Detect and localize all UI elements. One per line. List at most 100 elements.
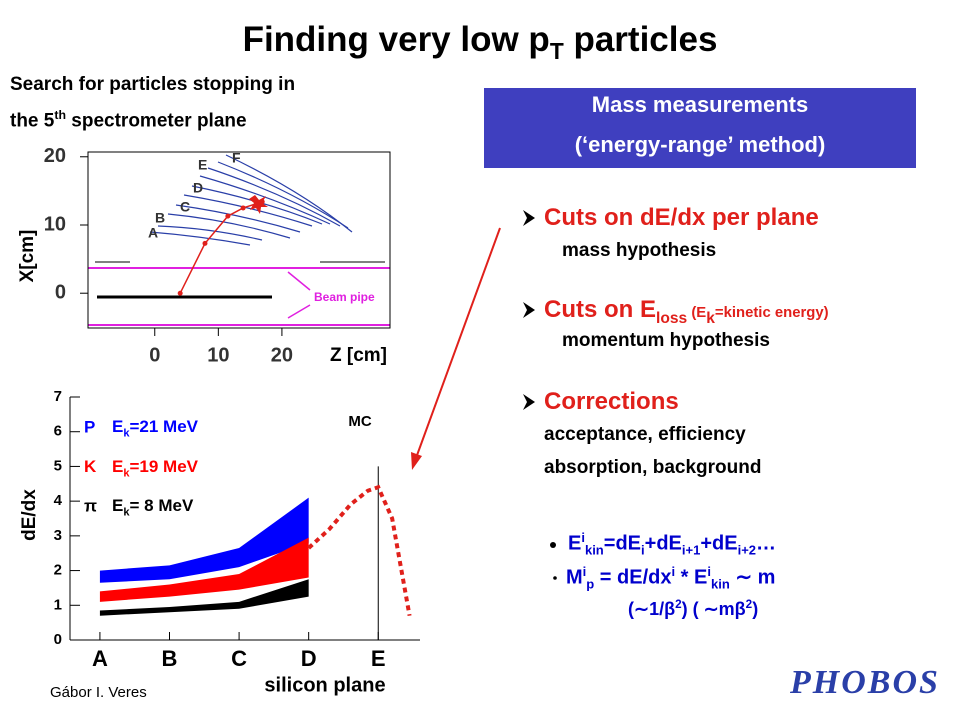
text-part: th bbox=[54, 108, 67, 122]
text-part: =21 MeV bbox=[129, 417, 199, 436]
y-tick-label: 1 bbox=[54, 596, 62, 613]
text-part: i+2 bbox=[737, 542, 757, 558]
text-part: +dE bbox=[700, 532, 738, 555]
text-part: = 8 MeV bbox=[129, 496, 194, 515]
legend-name: π bbox=[84, 496, 97, 515]
y-tick-label: 10 bbox=[44, 213, 66, 235]
plot-frame bbox=[87, 151, 391, 329]
text-part: =19 MeV bbox=[129, 456, 199, 476]
band bbox=[99, 537, 309, 602]
text-part: Cuts on E bbox=[544, 296, 656, 323]
plane-label: C bbox=[180, 199, 190, 215]
x-tick-label: B bbox=[162, 646, 178, 671]
text-part: i bbox=[641, 542, 645, 558]
bullet bbox=[553, 576, 557, 580]
bullet-line: momentum hypothesis bbox=[562, 330, 770, 351]
text-part: ) bbox=[752, 599, 759, 619]
text-part: k bbox=[123, 506, 130, 519]
text-part: 2 bbox=[675, 598, 682, 611]
box-text: (‘energy-range’ method) bbox=[574, 132, 826, 157]
text-part: =kinetic energy) bbox=[714, 305, 829, 321]
text-part: M bbox=[566, 566, 583, 589]
text-part: T bbox=[549, 38, 564, 64]
y-axis-label: dE/dx bbox=[19, 489, 40, 541]
text-part: * E bbox=[675, 566, 708, 589]
plane-label: A bbox=[148, 225, 158, 241]
text-part: spectrometer plane bbox=[66, 110, 247, 132]
bullet-head: Corrections bbox=[544, 388, 679, 416]
formula: Mip = dE/dxi * Eikin ∼ m bbox=[566, 564, 775, 592]
text-part: =dE bbox=[603, 532, 642, 555]
track-point bbox=[259, 199, 265, 205]
band bbox=[99, 497, 309, 583]
legend-name: P bbox=[84, 417, 95, 436]
pointer bbox=[287, 304, 311, 319]
legend-energy: Ek=19 MeV bbox=[112, 457, 198, 479]
text-part: i+1 bbox=[681, 542, 701, 558]
y-tick-label: 0 bbox=[55, 281, 66, 303]
text-part: Cuts on dE/dx per plane bbox=[544, 204, 819, 231]
bullet-line: mass hypothesis bbox=[562, 240, 717, 261]
text-part: kin bbox=[584, 542, 604, 558]
y-tick-label: 2 bbox=[54, 562, 62, 579]
text-part: k bbox=[123, 466, 130, 479]
text-part: k bbox=[123, 427, 130, 440]
legend-energy: Ek=21 MeV bbox=[112, 417, 198, 439]
text-part: i bbox=[582, 564, 587, 579]
track bbox=[179, 201, 263, 294]
y-axis-label: X[cm] bbox=[17, 230, 38, 283]
text-part: ∼ m bbox=[729, 566, 776, 589]
x-tick-label: 10 bbox=[207, 344, 229, 366]
mc-curve bbox=[307, 484, 412, 617]
y-tick-label: 6 bbox=[54, 423, 62, 440]
y-tick-label: 3 bbox=[54, 527, 62, 544]
legend-energy: Ek= 8 MeV bbox=[112, 496, 193, 518]
text-part: loss bbox=[656, 309, 688, 327]
text-part: i bbox=[671, 564, 676, 579]
text-part: E bbox=[112, 417, 124, 436]
track-point bbox=[177, 290, 183, 296]
formula: (∼1/β2) ( ∼mβ2) bbox=[628, 598, 758, 620]
text-part: E bbox=[112, 496, 124, 515]
legend-name: K bbox=[84, 457, 97, 476]
logo: PHOBOS bbox=[790, 664, 940, 701]
track-point bbox=[202, 240, 208, 246]
track-point bbox=[240, 205, 246, 211]
text-part: kin bbox=[711, 576, 730, 592]
x-tick-label: 20 bbox=[271, 344, 293, 366]
pointer bbox=[287, 271, 311, 291]
bullet bbox=[523, 210, 535, 226]
text-part: … bbox=[756, 532, 777, 555]
left-text: the 5th spectrometer plane bbox=[10, 108, 247, 132]
text-part: i bbox=[581, 530, 585, 545]
arrow-head bbox=[411, 452, 422, 470]
text-part: Corrections bbox=[544, 388, 679, 415]
bullet-line: absorption, background bbox=[544, 457, 762, 478]
text-part: +dE bbox=[644, 532, 682, 555]
arrow bbox=[415, 227, 501, 459]
text-part: (E bbox=[687, 305, 707, 321]
text-part: particles bbox=[563, 20, 718, 59]
header-box bbox=[484, 88, 916, 168]
formula: Eikin=dEi+dEi+1+dEi+2… bbox=[568, 530, 776, 558]
text-part: the 5 bbox=[10, 110, 55, 132]
x-tick-label: E bbox=[371, 646, 386, 671]
x-tick-label: A bbox=[92, 646, 108, 671]
band bbox=[99, 579, 309, 616]
box-text: Mass measurements bbox=[591, 92, 809, 117]
text-part: E bbox=[112, 456, 124, 476]
plane-label: D bbox=[193, 180, 203, 196]
text-part: (∼1/β bbox=[628, 599, 676, 619]
y-tick-label: 7 bbox=[54, 388, 62, 405]
plane-label: B bbox=[155, 210, 165, 226]
text-part: Search for particles stopping in bbox=[10, 74, 296, 95]
bullet bbox=[523, 302, 535, 318]
text-part: k bbox=[706, 309, 715, 327]
text-part: E bbox=[568, 532, 582, 555]
track-point bbox=[225, 213, 231, 219]
y-tick-label: 4 bbox=[54, 492, 63, 509]
y-tick-label: 5 bbox=[54, 457, 62, 474]
bullet-head: Cuts on Eloss (Ek=kinetic energy) bbox=[544, 296, 829, 328]
